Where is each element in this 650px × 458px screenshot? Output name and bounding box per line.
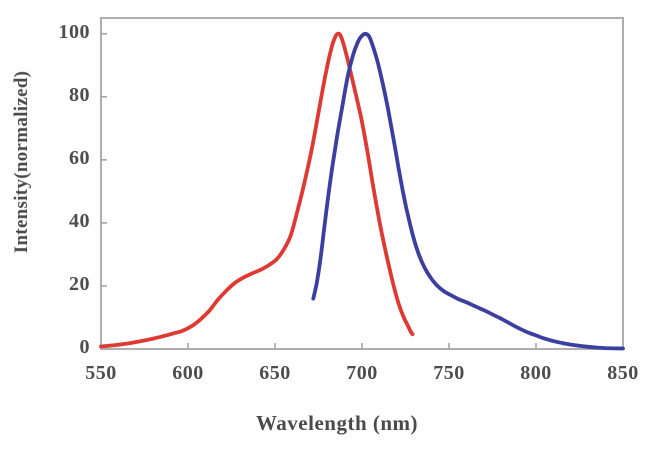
red-curve <box>99 31 415 349</box>
x-tick-label: 750 <box>433 362 465 384</box>
x-tick-label: 800 <box>520 362 552 384</box>
x-axis-title: Wavelength (nm) <box>255 411 419 435</box>
y-tick-label: 60 <box>69 146 90 169</box>
x-tick-label: 850 <box>607 362 639 384</box>
x-tick-label: 600 <box>172 362 204 384</box>
x-tick-label: 650 <box>259 362 291 384</box>
y-tick-label: 20 <box>69 272 90 295</box>
x-tick-label: 550 <box>85 362 117 384</box>
y-tick-label: 0 <box>79 336 90 358</box>
plot-frame <box>100 17 624 350</box>
x-tick-label: 700 <box>346 362 378 384</box>
blue-curve <box>311 31 625 351</box>
y-tick-label: 100 <box>58 20 90 43</box>
y-tick-label: 40 <box>69 209 90 232</box>
y-tick-label: 80 <box>69 83 90 106</box>
y-axis-title: Intensity(normalized) <box>11 70 32 254</box>
